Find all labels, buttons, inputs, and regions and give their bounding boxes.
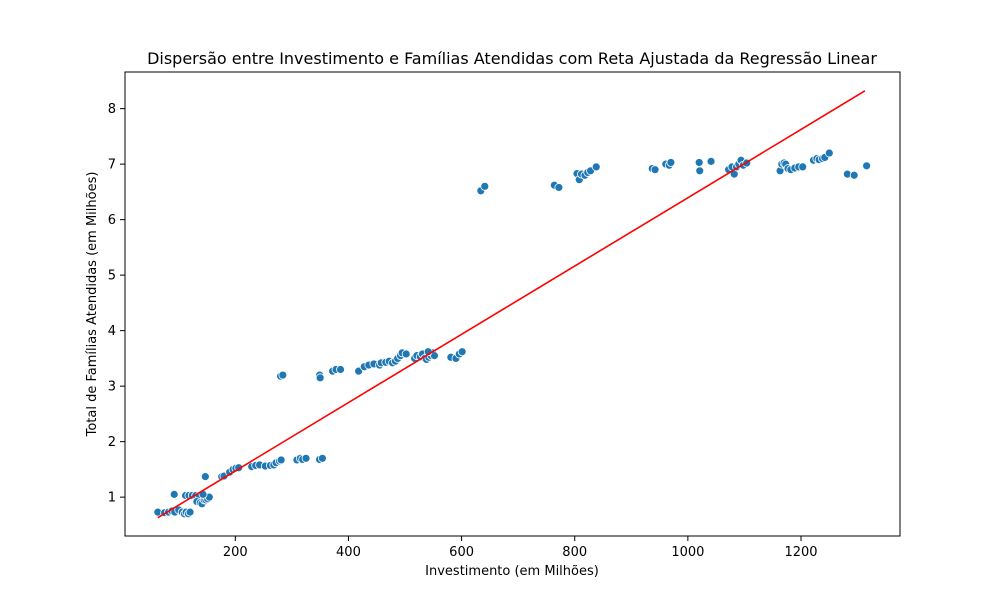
data-point (301, 453, 311, 463)
data-point (849, 170, 859, 180)
data-point (185, 507, 195, 517)
y-tick-label: 6 (108, 213, 116, 228)
regression-line (157, 90, 866, 519)
y-tick-label: 1 (108, 491, 116, 506)
data-points (153, 148, 872, 519)
x-tick-label: 800 (562, 545, 587, 560)
data-point (401, 349, 411, 359)
y-tick-label: 7 (108, 158, 116, 173)
x-tick-label: 600 (449, 545, 474, 560)
y-tick-label: 8 (108, 102, 116, 117)
x-tick-label: 400 (336, 545, 361, 560)
data-point (591, 162, 601, 172)
x-tick-label: 1000 (671, 545, 704, 560)
data-point (862, 161, 872, 171)
plot-frame (124, 71, 901, 537)
data-point (169, 489, 179, 499)
data-point (200, 472, 210, 482)
data-point (318, 453, 327, 463)
x-tick-label: 200 (223, 545, 248, 560)
y-tick-label: 2 (108, 435, 116, 450)
data-point (695, 166, 705, 176)
x-axis: 200 400 600 800 1000 1200 (223, 536, 818, 560)
data-point (554, 183, 564, 192)
data-point (824, 148, 834, 158)
y-tick-label: 4 (108, 324, 116, 339)
data-point (276, 455, 286, 465)
y-axis-label: Total de Famílias Atendidas (em Milhões) (85, 172, 100, 438)
x-tick-label: 1200 (784, 545, 817, 560)
data-point (336, 365, 345, 374)
data-point (457, 347, 467, 357)
x-axis-label: Investimento (em Milhões) (425, 564, 599, 579)
data-point (650, 165, 660, 175)
data-point (666, 158, 676, 167)
data-point (315, 373, 325, 383)
data-point (706, 156, 716, 166)
y-tick-label: 3 (108, 380, 116, 395)
chart-title: Dispersão entre Investimento e Famílias … (147, 49, 877, 68)
y-tick-label: 5 (108, 269, 116, 284)
data-point (278, 370, 288, 380)
data-point (798, 162, 808, 172)
regression-line-group (157, 90, 866, 519)
data-point (694, 158, 704, 167)
data-point (480, 181, 490, 191)
y-axis: 1 2 3 4 5 6 7 8 (108, 102, 125, 506)
